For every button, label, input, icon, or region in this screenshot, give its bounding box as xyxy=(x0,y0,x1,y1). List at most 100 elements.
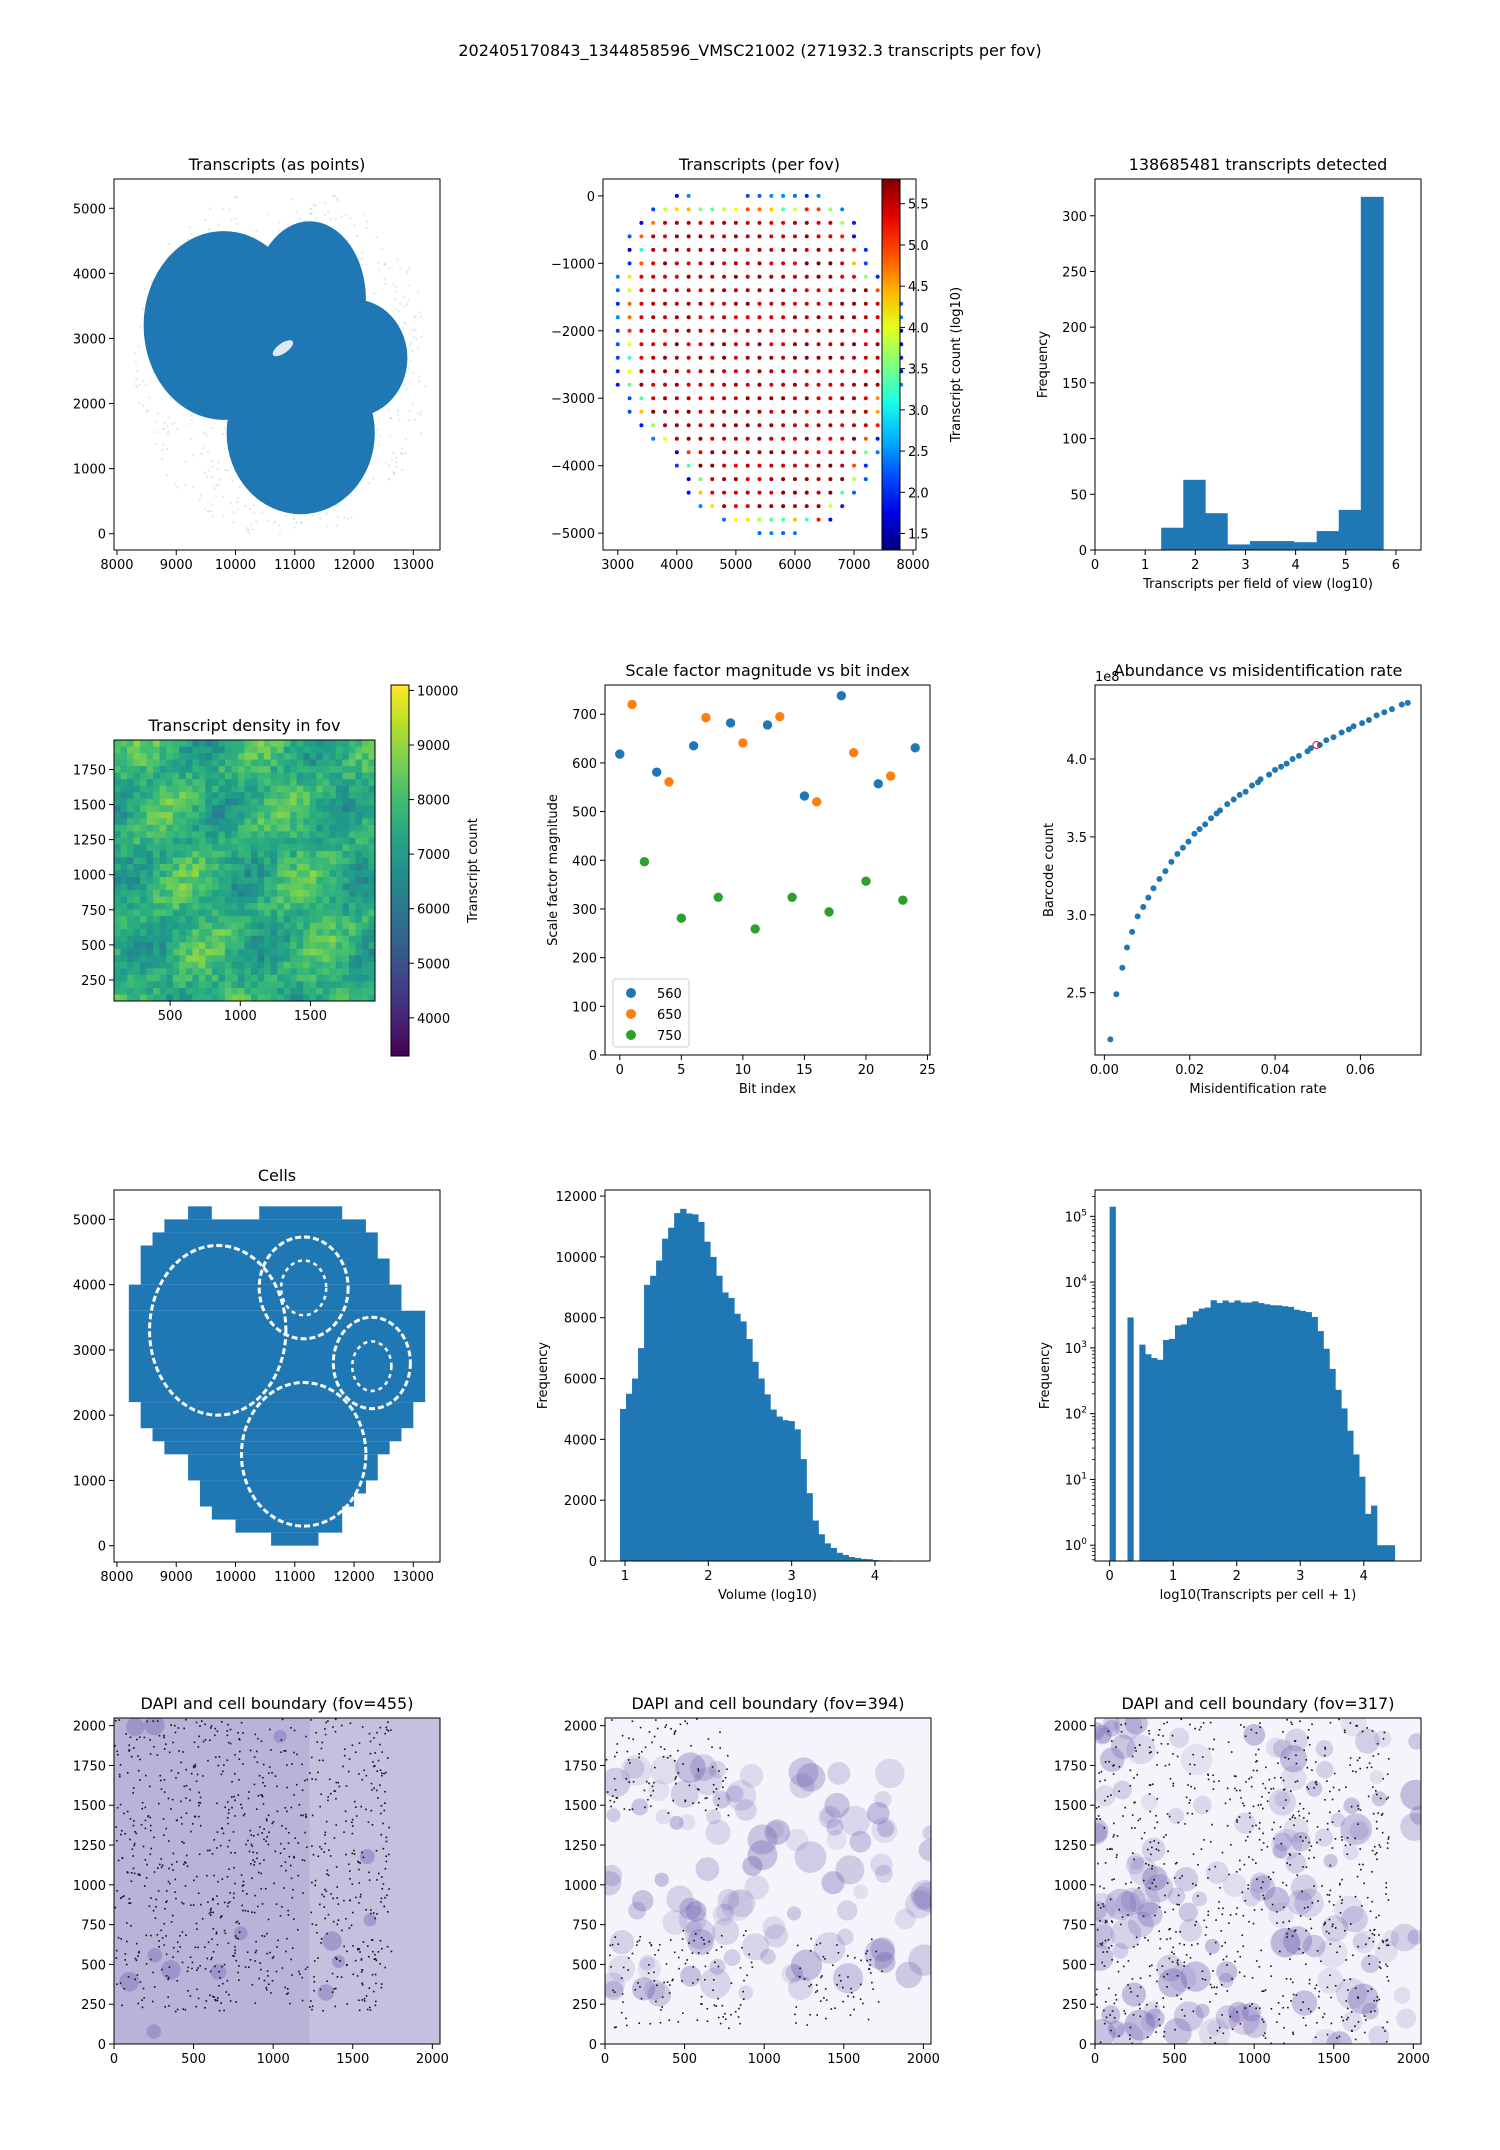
fov-point xyxy=(698,423,703,428)
boundary-dot xyxy=(386,1728,388,1731)
boundary-dot xyxy=(218,1755,221,1758)
density-cell xyxy=(172,916,180,924)
boundary-dot xyxy=(163,1736,165,1739)
density-cell xyxy=(355,811,363,819)
faint-point xyxy=(162,427,165,431)
boundary-dot xyxy=(336,1976,339,1978)
faint-point xyxy=(218,478,221,481)
nucleus xyxy=(1294,1888,1324,1918)
boundary-dot xyxy=(226,1875,229,1878)
density-cell xyxy=(211,870,219,878)
boundary-dot xyxy=(170,1808,172,1810)
density-cell xyxy=(322,798,330,806)
boundary-dot xyxy=(301,1763,303,1766)
density-cell xyxy=(348,955,356,963)
density-cell xyxy=(153,935,161,943)
boundary-dot xyxy=(301,1859,304,1861)
boundary-dot xyxy=(207,1941,210,1944)
boundary-dot xyxy=(798,1975,801,1978)
hist-bar xyxy=(716,1275,723,1561)
tissue-lobe xyxy=(300,299,408,417)
density-cell xyxy=(348,890,356,898)
density-cell xyxy=(270,929,278,937)
density-cell xyxy=(120,779,128,787)
nucleus xyxy=(764,1819,791,1845)
density-cell xyxy=(342,929,350,937)
density-cell xyxy=(290,922,298,930)
density-cell xyxy=(296,811,304,819)
density-cell xyxy=(205,955,213,963)
density-cell xyxy=(316,994,324,1002)
density-cell xyxy=(277,974,285,982)
density-cell xyxy=(355,994,363,1002)
faint-point xyxy=(134,352,137,355)
boundary-dot xyxy=(145,1963,148,1965)
boundary-dot xyxy=(638,1756,640,1759)
boundary-dot xyxy=(239,1750,241,1753)
nucleus xyxy=(1316,1761,1334,1779)
boundary-dot xyxy=(697,1801,700,1804)
boundary-dot xyxy=(380,1901,382,1903)
boundary-dot xyxy=(719,1747,722,1749)
boundary-dot xyxy=(684,1720,686,1723)
fov-point xyxy=(851,396,856,401)
boundary-dot xyxy=(162,1834,165,1837)
nucleus xyxy=(331,1954,345,1969)
density-cell xyxy=(322,903,330,911)
boundary-dot xyxy=(177,1727,180,1729)
boundary-dot xyxy=(384,1802,386,1804)
density-cell xyxy=(237,824,245,832)
boundary-dot xyxy=(866,1950,869,1952)
density-cell xyxy=(277,890,285,898)
density-cell xyxy=(335,870,343,878)
density-cell xyxy=(224,883,232,891)
hist-bar xyxy=(1227,544,1251,550)
density-cell xyxy=(335,974,343,982)
nucleus xyxy=(1242,1888,1261,1907)
nucleus xyxy=(687,1928,714,1956)
fov-point xyxy=(769,234,774,239)
y-tick-label: 600 xyxy=(572,757,597,772)
density-cell xyxy=(166,877,174,885)
scatter-point-560 xyxy=(872,778,884,790)
x-tick-label: 11000 xyxy=(274,558,315,573)
boundary-dot xyxy=(133,1842,136,1845)
density-cell xyxy=(185,916,193,924)
fov-point xyxy=(828,490,833,495)
hist-bar xyxy=(1204,1307,1211,1561)
boundary-dot xyxy=(276,1785,278,1788)
fov-point xyxy=(769,531,774,536)
density-cell xyxy=(303,863,311,871)
fov-block xyxy=(199,1493,355,1507)
density-cell xyxy=(172,870,180,878)
fov-point xyxy=(733,220,738,225)
density-cell xyxy=(159,740,167,748)
hist-bar xyxy=(1163,1339,1170,1561)
density-cell xyxy=(159,753,167,761)
boundary-dot xyxy=(126,1810,129,1813)
density-cell xyxy=(290,850,298,858)
density-cell xyxy=(335,987,343,995)
boundary-dot xyxy=(830,2008,833,2010)
faint-point xyxy=(141,307,145,310)
faint-point xyxy=(148,396,151,399)
density-cell xyxy=(114,903,122,911)
faint-point xyxy=(143,287,147,291)
fov-point xyxy=(615,382,620,387)
density-cell xyxy=(198,903,206,911)
faint-point xyxy=(188,422,191,426)
fov-point xyxy=(863,315,868,320)
density-cell xyxy=(159,766,167,774)
boundary-dot xyxy=(361,1984,364,1986)
density-cell xyxy=(146,805,154,813)
boundary-dot xyxy=(198,1804,200,1807)
density-cell xyxy=(146,883,154,891)
density-cell xyxy=(159,831,167,839)
density-cell xyxy=(211,903,219,911)
nucleus xyxy=(678,1904,707,1934)
density-cell xyxy=(185,994,193,1002)
density-cell xyxy=(179,896,187,904)
density-cell xyxy=(218,766,226,774)
density-cell xyxy=(355,942,363,950)
